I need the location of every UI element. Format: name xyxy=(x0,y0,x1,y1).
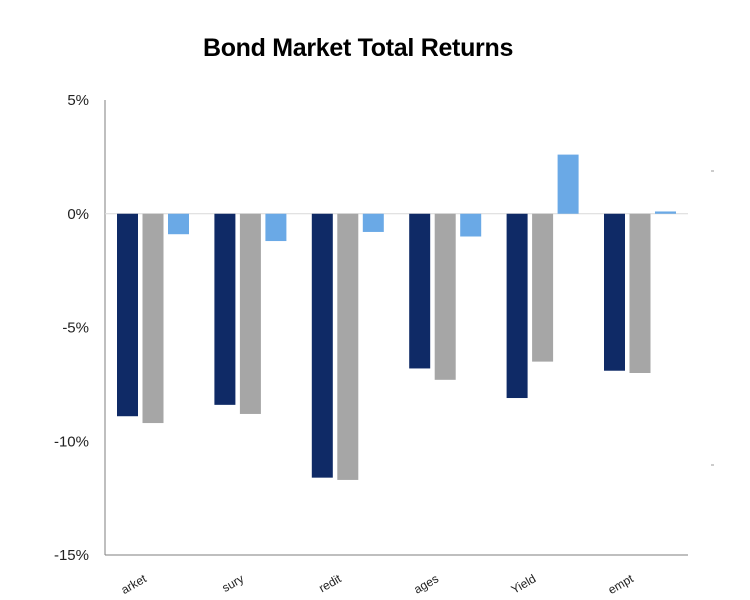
bar xyxy=(434,213,456,380)
y-tick-label: -15% xyxy=(54,547,89,564)
bar xyxy=(629,213,651,373)
bar xyxy=(239,213,261,414)
bar xyxy=(117,213,138,417)
chart-bars xyxy=(117,154,676,480)
y-tick-label: 5% xyxy=(67,92,89,109)
x-category-label: ages xyxy=(411,571,441,596)
y-tick-label: -10% xyxy=(54,433,89,450)
chart-axes xyxy=(104,100,714,556)
bar xyxy=(655,211,676,214)
y-tick-label: -5% xyxy=(62,320,89,337)
bar xyxy=(337,213,359,480)
bar xyxy=(311,213,333,478)
bar xyxy=(214,213,236,405)
x-category-label: sury xyxy=(220,571,247,594)
x-category-label: arket xyxy=(119,571,150,597)
x-category-label: redit xyxy=(316,571,344,595)
bar xyxy=(604,213,625,371)
bar xyxy=(168,213,189,235)
bar xyxy=(362,213,384,232)
bar xyxy=(532,213,554,362)
x-category-label: empt xyxy=(606,571,637,597)
bar xyxy=(142,213,164,424)
bar xyxy=(460,213,482,237)
bar xyxy=(506,213,528,399)
chart-title: Bond Market Total Returns xyxy=(202,34,514,62)
x-category-label: Yield xyxy=(509,571,539,596)
bar xyxy=(557,154,579,214)
bar xyxy=(265,213,287,242)
y-tick-label: 0% xyxy=(67,206,89,223)
bar xyxy=(409,213,431,369)
